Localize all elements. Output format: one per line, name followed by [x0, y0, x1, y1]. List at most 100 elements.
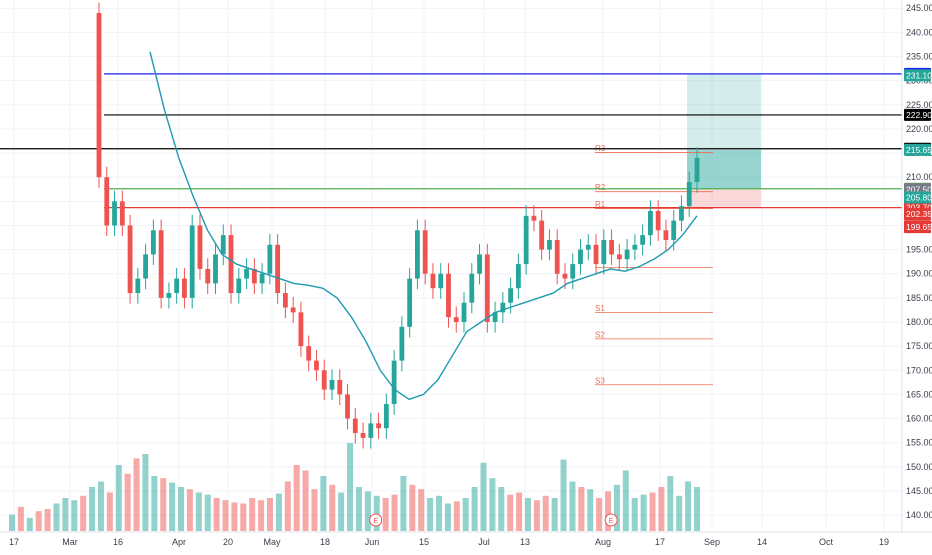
volume-bar [302, 470, 309, 531]
volume-bar [195, 492, 202, 531]
candle-body [554, 239, 560, 274]
volume-bar [613, 484, 620, 531]
volume-bar [453, 501, 460, 531]
volume-bar [685, 481, 692, 531]
volume-bar [124, 473, 131, 531]
candle-body [127, 225, 133, 294]
candles[interactable] [96, 2, 700, 449]
volume-bar [204, 494, 211, 531]
volume-bar [347, 443, 354, 531]
pivot-label: S1 [595, 304, 605, 313]
candle-body [383, 404, 389, 429]
price-tick-label: 225.00 [906, 100, 932, 110]
volume-bar [436, 495, 443, 531]
volume-bar [106, 492, 113, 531]
volume-bar [649, 492, 656, 531]
volume-bar [9, 514, 15, 531]
volume-bars [9, 443, 700, 531]
volume-bar [266, 498, 273, 531]
volume-bar [507, 494, 514, 531]
candle-body [632, 244, 638, 250]
time-tick-label: Jun [365, 537, 380, 547]
candle-body [182, 278, 187, 298]
time-tick-label: 16 [113, 537, 123, 547]
volume-bar [622, 470, 629, 531]
volume-bar [142, 454, 149, 531]
pivot-label: R2 [595, 183, 606, 192]
volume-bar [311, 489, 318, 531]
time-tick-label: 14 [757, 537, 767, 547]
candle-body [228, 235, 234, 294]
horizontal-lines[interactable] [0, 73, 902, 209]
candle-body [438, 273, 444, 289]
candle-body [197, 225, 203, 269]
time-tick-label: Apr [172, 537, 186, 547]
volume-bar [17, 506, 24, 531]
volume-bar [62, 498, 69, 531]
volume-bar [53, 503, 60, 531]
candle-body [251, 268, 257, 284]
candle-body [655, 210, 661, 231]
price-tag-label: 222.90 [906, 110, 932, 120]
time-axis[interactable]: 17 Mar 16 Apr 20 May 18 Jun 15 Jul 13 Aug 17 Sep 14 Oct… [9, 537, 889, 547]
volume-bar [133, 458, 140, 531]
candle-body [547, 239, 552, 250]
candle-body [166, 293, 172, 298]
candle-body [213, 254, 218, 284]
candle-body [290, 307, 296, 313]
candle-body [694, 157, 700, 183]
candle-body [539, 220, 545, 250]
volume-bar [364, 491, 371, 531]
earnings-marker [604, 513, 618, 527]
time-tick-label: 13 [520, 537, 530, 547]
volume-bar [542, 495, 549, 531]
volume-bar [231, 502, 238, 531]
price-tick-label: 160.00 [906, 414, 932, 424]
price-tag-label: 202.35 [906, 209, 932, 219]
volume-bar [320, 476, 327, 531]
candle-body [477, 254, 482, 274]
candle-body [624, 249, 630, 260]
volume-bar [275, 493, 282, 531]
pivot-label: R1 [595, 200, 606, 209]
candle-body [282, 293, 288, 308]
candle-body [352, 418, 358, 434]
price-tick-label: 165.00 [906, 389, 932, 399]
volume-bar [44, 509, 51, 531]
candle-body [500, 302, 506, 313]
candle-body [150, 230, 156, 255]
price-tick-label: 150.00 [906, 462, 932, 472]
price-tick-label: 240.00 [906, 27, 932, 37]
candle-body [570, 264, 576, 279]
volume-bar [427, 498, 434, 531]
position-tool[interactable] [687, 73, 761, 208]
candle-body [321, 370, 327, 390]
volume-bar [26, 517, 33, 531]
candle-body [329, 379, 335, 390]
candle-body [679, 206, 684, 221]
earnings-marker-label: E [373, 518, 378, 525]
candle-body [96, 13, 102, 178]
candle-body [484, 254, 490, 323]
candle-body [453, 317, 459, 323]
loss-zone [687, 188, 761, 208]
price-tick-label: 180.00 [906, 317, 932, 327]
pivot-label: S2 [595, 330, 605, 339]
volume-bar [587, 489, 594, 531]
candle-body [314, 360, 319, 371]
candle-body [469, 273, 475, 303]
volume-bar [213, 498, 220, 531]
earnings-marker [369, 513, 383, 527]
price-tag [904, 208, 931, 221]
volume-bar [258, 500, 265, 531]
candle-body [368, 423, 374, 438]
volume-bar [284, 481, 291, 531]
candle-body [376, 423, 381, 429]
candle-body [671, 220, 677, 240]
candle-body [220, 235, 226, 255]
price-tick-label: 245.00 [906, 3, 932, 13]
